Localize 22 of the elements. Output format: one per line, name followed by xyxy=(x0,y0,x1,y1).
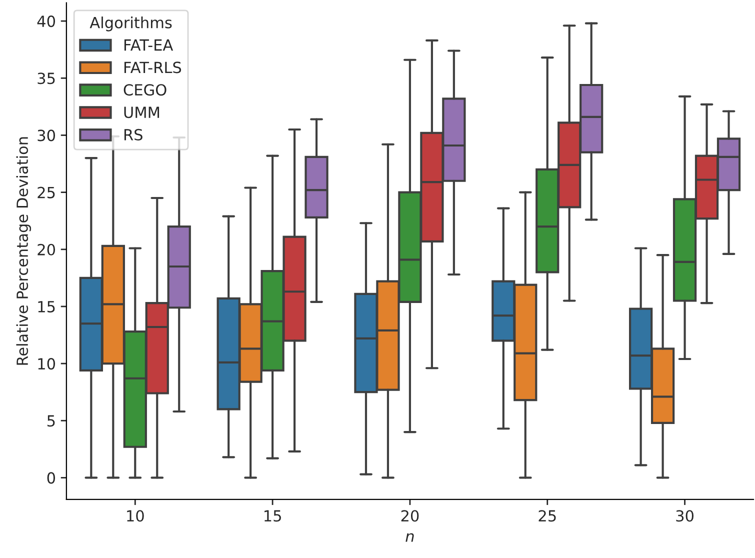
y-axis-title: Relative Percentage Deviation xyxy=(16,137,32,365)
y-tick-label: 20 xyxy=(38,244,56,256)
x-tick-label: 15 xyxy=(264,510,281,522)
y-tick-label: 15 xyxy=(38,301,55,312)
y-tick-label: 30 xyxy=(38,130,56,142)
legend-label: FAT-EA xyxy=(124,39,174,51)
legend-label: RS xyxy=(124,128,142,140)
y-tick-label: 5 xyxy=(47,415,55,427)
x-tick-label: 30 xyxy=(676,510,694,522)
x-tick-label: 20 xyxy=(401,510,419,522)
y-tick-label: 0 xyxy=(47,472,56,484)
legend-label: FAT-RLS xyxy=(124,62,182,74)
x-tick-label: 25 xyxy=(538,510,556,522)
y-tick-label: 40 xyxy=(37,16,56,28)
y-tick-label: 10 xyxy=(38,358,56,370)
x-axis-title: n xyxy=(406,533,414,542)
legend-title: Algorithms xyxy=(90,16,172,32)
x-tick-label: 10 xyxy=(127,510,144,522)
legend-label: CEGO xyxy=(124,84,166,96)
y-tick-label: 35 xyxy=(38,72,55,84)
y-tick-label: 25 xyxy=(38,186,55,198)
legend-label: UMM xyxy=(124,106,160,118)
